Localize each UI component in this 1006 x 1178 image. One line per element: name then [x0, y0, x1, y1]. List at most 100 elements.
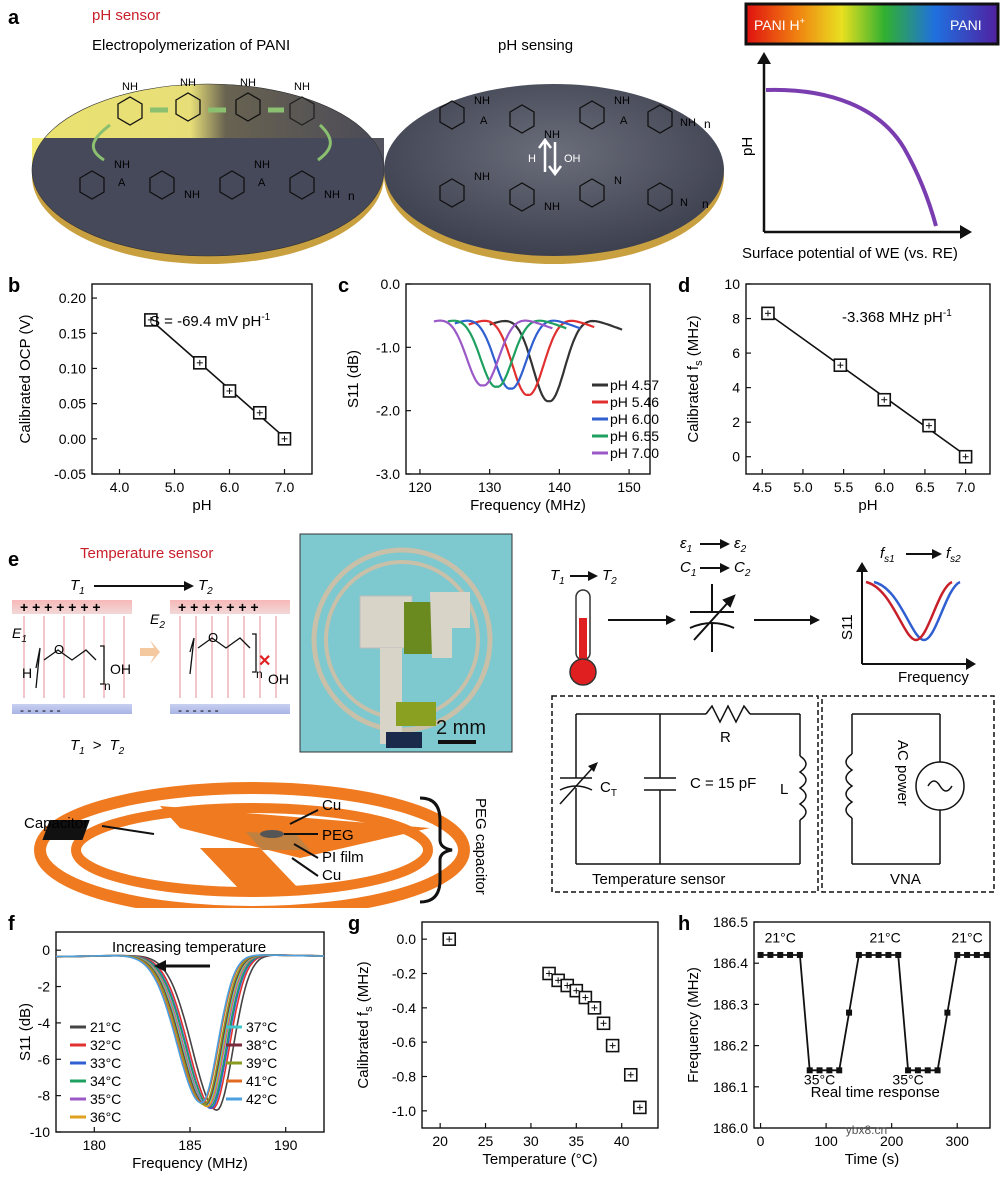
legend-label: 39°C	[246, 1055, 277, 1071]
y-axis-label: S11 (dB)	[17, 1003, 34, 1061]
y-tick-label: -0.4	[392, 1000, 416, 1016]
x-tick-label: 4.5	[753, 479, 773, 495]
nh-label-9: NH	[474, 171, 490, 183]
variable-capacitor-icon	[689, 584, 736, 652]
panel-letter-e: e	[8, 549, 19, 571]
y-tick-label: -0.05	[54, 466, 86, 482]
panel-h: h 0 100 200 300 186.0 186.1 186.2 186.3 186.4 186…	[670, 908, 1006, 1173]
y-tick-label: 186.4	[713, 955, 748, 971]
x-tick-label: 180	[83, 1137, 107, 1153]
t1-label-schematic: T1	[550, 567, 565, 587]
plot-frame	[745, 283, 991, 475]
x-tick-label: 5.5	[834, 479, 854, 495]
field-diagram-left: + + + + + + + - - - - - - E1 H O n OH	[12, 599, 132, 717]
legend-label: pH 5.46	[610, 394, 659, 410]
data-point	[757, 951, 764, 958]
y-tick-label: -3.0	[376, 466, 400, 482]
ph-potential-plot: pH Surface potential of WE (vs. RE)	[739, 52, 972, 262]
x-tick-label: 150	[617, 479, 641, 495]
x-axis-label: pH	[858, 497, 877, 514]
x-tick-label: 35	[569, 1133, 585, 1149]
data-point	[787, 951, 794, 958]
panel-letter-b: b	[8, 275, 20, 297]
disk1-title: Electropolymerization of PANI	[92, 37, 290, 54]
label-cu-bottom: Cu	[322, 867, 341, 884]
series-line	[433, 319, 553, 387]
colorbar-right-label: PANI	[950, 17, 982, 33]
series-line	[489, 319, 623, 403]
data-point	[964, 951, 971, 958]
plus-row-right: + + + + + + +	[178, 599, 259, 615]
x-tick-label: 130	[478, 479, 502, 495]
disk2-title: pH sensing	[498, 37, 573, 54]
y-axis-label: Calibrated fs (MHz)	[355, 961, 375, 1088]
y-tick-label: -4	[38, 1015, 51, 1031]
data-point	[914, 1067, 921, 1074]
nh2-4: NH	[294, 81, 310, 93]
hydroxide-label: OH	[564, 153, 581, 165]
y-tick-label: 186.0	[713, 1120, 748, 1136]
y-tick-label: 10	[724, 276, 740, 292]
nh2-2: NH	[180, 77, 196, 89]
x-tick-label: 6.5	[915, 479, 935, 495]
data-point	[777, 951, 784, 958]
nh-label-6: NH	[544, 129, 560, 141]
chart-g-svg: g 20 25 30 35 40 0.0 -0.2 -0.4 -0.6 -0.8 -1.0 Tempe…	[348, 913, 659, 1168]
x-tick-label: 6.0	[220, 479, 240, 495]
y-tick-label: -2.0	[376, 403, 400, 419]
label-pi-film: PI film	[322, 849, 364, 866]
n-label-2: N	[680, 197, 688, 209]
x-tick-label: 40	[614, 1133, 630, 1149]
eps-label: ε1	[680, 535, 692, 555]
fit-line	[767, 312, 967, 457]
panel-c: c 120 130 140 150 0.0 -1.0 -2.0 -3.0 Frequency (…	[330, 270, 670, 520]
y-tick-label: 8	[732, 311, 740, 327]
x-tick-label: 30	[523, 1133, 539, 1149]
y-tick-label: -8	[38, 1088, 51, 1104]
y-tick-label: 186.3	[713, 996, 748, 1012]
annotation-arrowhead	[154, 960, 166, 972]
data-point	[826, 1067, 833, 1074]
annotation: 21°C	[869, 930, 900, 946]
nh-label-1: NH	[114, 159, 130, 171]
x-tick-label: 185	[178, 1137, 202, 1153]
series-line	[447, 319, 567, 388]
eps2-label: ε2	[734, 535, 747, 555]
data-point	[895, 951, 902, 958]
c-label: C = 15 pF	[690, 775, 756, 792]
n-right: n	[256, 667, 263, 681]
o-atom-left: O	[54, 642, 64, 657]
minus-row-left: - - - - - -	[20, 703, 61, 717]
x-tick-label: 0	[757, 1133, 765, 1149]
y-tick-label: -1.0	[376, 339, 400, 355]
y-tick-label: 186.2	[713, 1038, 748, 1054]
data-point	[924, 1067, 931, 1074]
plus-row-left: + + + + + + +	[20, 599, 101, 615]
data-point	[954, 951, 961, 958]
y-tick-label: 0	[42, 942, 50, 958]
colorbar-left-label: PANI H+	[754, 16, 805, 33]
y-tick-label: -6	[38, 1051, 51, 1067]
plot-frame	[405, 283, 651, 475]
panel-g: g 20 25 30 35 40 0.0 -0.2 -0.4 -0.6 -0.8 -1.0 Tempe…	[340, 908, 670, 1173]
chart-h-svg: h 0 100 200 300 186.0 186.1 186.2 186.3 186.4 186…	[678, 913, 991, 1168]
annotation: 35°C	[892, 1072, 923, 1088]
y-tick-label: -2	[38, 979, 51, 995]
nh-label-7: NH	[614, 95, 630, 107]
y-tick-label: 4	[732, 380, 740, 396]
scale-bar-label: 2 mm	[436, 717, 486, 739]
caption: Real time response	[811, 1084, 940, 1101]
x-tick-label: 200	[880, 1133, 904, 1149]
r-label: R	[720, 729, 731, 746]
panel-a-svg: a pH sensor Electropolymerization of PAN…	[8, 2, 1000, 264]
n-left: n	[104, 679, 111, 693]
y-tick-label: 0.05	[59, 396, 86, 412]
x-tick-label: 5.0	[165, 479, 185, 495]
x-tick-label: 140	[548, 479, 572, 495]
label-peg-capacitor: PEG capacitor	[472, 798, 489, 895]
y-tick-label: -0.8	[392, 1069, 416, 1085]
x-tick-label: 300	[946, 1133, 970, 1149]
x-tick-label: 20	[432, 1133, 448, 1149]
series-line	[454, 319, 581, 390]
data-point	[836, 1067, 843, 1074]
